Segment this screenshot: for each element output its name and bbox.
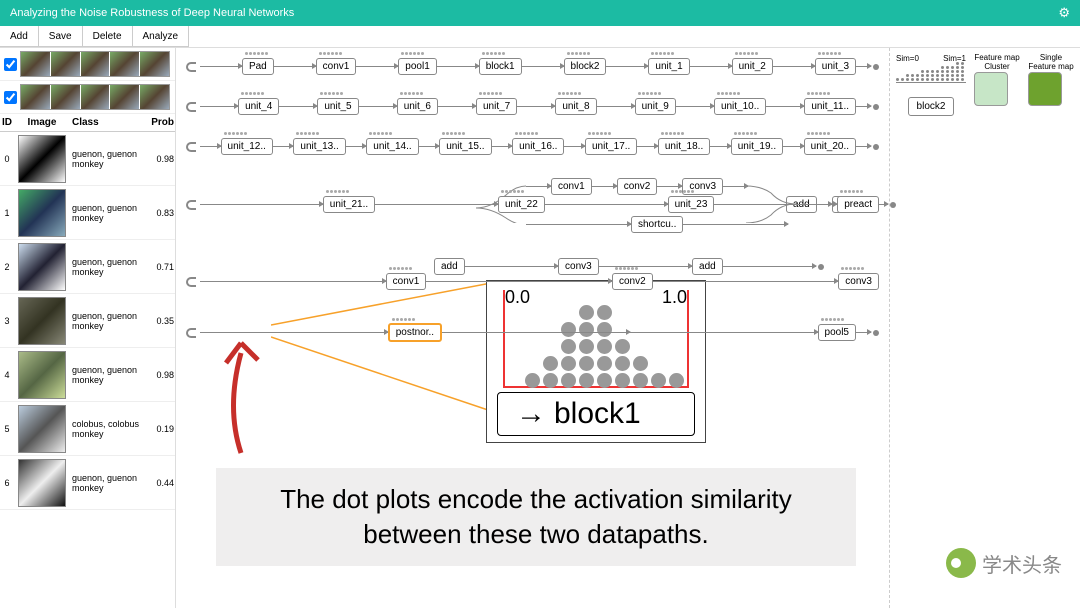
sample-checkbox[interactable] [4, 91, 17, 104]
annotation-caption: The dot plots encode the activation simi… [216, 468, 856, 566]
graph-node[interactable]: unit_15.. [439, 138, 491, 155]
col-prob: Prob [146, 117, 174, 128]
branch-top: conv1 conv2 conv3 [526, 178, 748, 195]
graph-row: conv1 conv2 conv3 [186, 273, 879, 290]
table-row[interactable]: 0guenon, guenon monkey0.98 [0, 132, 175, 186]
sidebar: ID Image Class Prob 0guenon, guenon monk… [0, 48, 176, 608]
results-table-header: ID Image Class Prob [0, 114, 175, 132]
legend-block-node: block2 [908, 97, 955, 116]
graph-node[interactable]: unit_22 [498, 196, 545, 213]
callout-detail: 0.0 1.0 → block1 [486, 280, 706, 443]
graph-node[interactable]: unit_8 [555, 98, 596, 115]
graph-node[interactable]: unit_11.. [804, 98, 856, 115]
graph-row: postnor.. pool5 [186, 323, 879, 342]
col-class: Class [70, 117, 146, 128]
graph-node[interactable]: unit_17.. [585, 138, 637, 155]
graph-node[interactable]: conv2 [612, 273, 653, 290]
legend-panel: Sim=0Sim=1 block2 Feature map Cluster Si… [890, 48, 1080, 608]
table-row[interactable]: 3guenon, guenon monkey0.35 [0, 294, 175, 348]
graph-node[interactable]: Pad [242, 58, 274, 75]
graph-node[interactable]: unit_18.. [658, 138, 710, 155]
network-canvas[interactable]: conv1 conv2 conv3 shortcu.. add preact [176, 48, 890, 608]
callout-scale-lo: 0.0 [505, 287, 530, 308]
graph-node[interactable]: preact [837, 196, 879, 213]
input-sample-row[interactable] [0, 81, 175, 114]
app-header: Analyzing the Noise Robustness of Deep N… [0, 0, 1080, 26]
watermark: 学术头条 [946, 548, 1062, 578]
graph-node[interactable]: conv1 [316, 58, 357, 75]
graph-node[interactable]: unit_19.. [731, 138, 783, 155]
app-title: Analyzing the Noise Robustness of Deep N… [10, 7, 294, 19]
analyze-button[interactable]: Analyze [133, 26, 190, 47]
input-sample-row[interactable] [0, 48, 175, 81]
sample-thumbnails [20, 51, 170, 77]
graph-node[interactable]: unit_13.. [293, 138, 345, 155]
graph-row: unit_21.. unit_22 unit_23 preact [186, 196, 879, 213]
add-button[interactable]: Add [0, 26, 39, 47]
graph-node[interactable]: unit_12.. [221, 138, 273, 155]
graph-node[interactable]: unit_14.. [366, 138, 418, 155]
wechat-icon [946, 548, 976, 578]
graph-node[interactable]: postnor.. [388, 323, 442, 342]
table-row[interactable]: 5colobus, colobus monkey0.19 [0, 402, 175, 456]
sample-thumbnails [20, 84, 170, 110]
graph-row: Pad conv1 pool1 block1 block2 unit_1 unit_2 uni… [186, 58, 879, 75]
graph-node[interactable]: unit_21.. [323, 196, 375, 213]
single-feature-map-label: Single Feature map [1028, 54, 1074, 72]
graph-node[interactable]: unit_10.. [714, 98, 766, 115]
callout-block-node: → block1 [497, 392, 695, 436]
graph-node[interactable]: unit_1 [648, 58, 689, 75]
graph-node[interactable]: unit_20.. [804, 138, 856, 155]
similarity-legend: Sim=0Sim=1 block2 [896, 54, 966, 116]
graph-node[interactable]: block1 [479, 58, 522, 75]
branch-bottom: shortcu.. [526, 216, 788, 233]
delete-button[interactable]: Delete [83, 26, 133, 47]
orange-connector [271, 283, 501, 413]
col-id: ID [0, 117, 14, 128]
graph-node[interactable]: conv1 [386, 273, 427, 290]
graph-node[interactable]: unit_9 [635, 98, 676, 115]
graph-node[interactable]: unit_7 [476, 98, 517, 115]
graph-node[interactable]: conv1 [551, 178, 592, 195]
table-row[interactable]: 2guenon, guenon monkey0.71 [0, 240, 175, 294]
save-button[interactable]: Save [39, 26, 83, 47]
table-row[interactable]: 4guenon, guenon monkey0.98 [0, 348, 175, 402]
graph-node[interactable]: unit_3 [815, 58, 856, 75]
graph-node[interactable]: unit_4 [238, 98, 279, 115]
graph-node[interactable]: pool1 [398, 58, 436, 75]
graph-node[interactable]: conv3 [838, 273, 879, 290]
graph-node[interactable]: unit_5 [317, 98, 358, 115]
graph-node[interactable]: conv2 [617, 178, 658, 195]
toolbar: Add Save Delete Analyze [0, 26, 1080, 48]
single-feature-map-swatch[interactable] [1028, 72, 1062, 106]
graph-row: unit_4 unit_5 unit_6 unit_7 unit_8 unit_9 unit… [186, 98, 879, 115]
table-row[interactable]: 6guenon, guenon monkey0.44 [0, 456, 175, 510]
col-image: Image [14, 117, 70, 128]
graph-node[interactable]: unit_6 [397, 98, 438, 115]
graph-node[interactable]: unit_16.. [512, 138, 564, 155]
graph-node[interactable]: unit_2 [732, 58, 773, 75]
feature-map-cluster-label: Feature map Cluster [974, 54, 1020, 72]
sample-checkbox[interactable] [4, 58, 17, 71]
table-row[interactable]: 1guenon, guenon monkey0.83 [0, 186, 175, 240]
graph-node[interactable]: unit_23 [668, 196, 715, 213]
graph-row: unit_12.. unit_13.. unit_14.. unit_15.. unit… [186, 138, 879, 155]
callout-scale-hi: 1.0 [662, 287, 687, 308]
graph-node[interactable]: shortcu.. [631, 216, 683, 233]
graph-node[interactable]: block2 [564, 58, 607, 75]
gear-icon[interactable]: ⚙ [1058, 5, 1070, 21]
red-arrow-annotation [206, 338, 276, 458]
graph-node[interactable]: pool5 [818, 324, 856, 341]
feature-map-cluster-swatch[interactable] [974, 72, 1008, 106]
